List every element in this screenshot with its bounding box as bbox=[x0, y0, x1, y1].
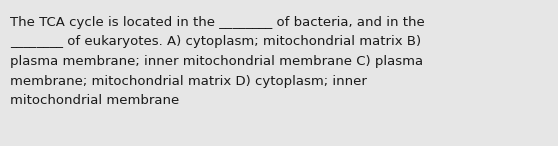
Text: mitochondrial membrane: mitochondrial membrane bbox=[10, 94, 179, 107]
Text: membrane; mitochondrial matrix D) cytoplasm; inner: membrane; mitochondrial matrix D) cytopl… bbox=[10, 74, 367, 87]
Text: ________ of eukaryotes. A) cytoplasm; mitochondrial matrix B): ________ of eukaryotes. A) cytoplasm; mi… bbox=[10, 35, 421, 48]
Text: plasma membrane; inner mitochondrial membrane C) plasma: plasma membrane; inner mitochondrial mem… bbox=[10, 55, 423, 68]
Text: The TCA cycle is located in the ________ of bacteria, and in the: The TCA cycle is located in the ________… bbox=[10, 16, 425, 29]
